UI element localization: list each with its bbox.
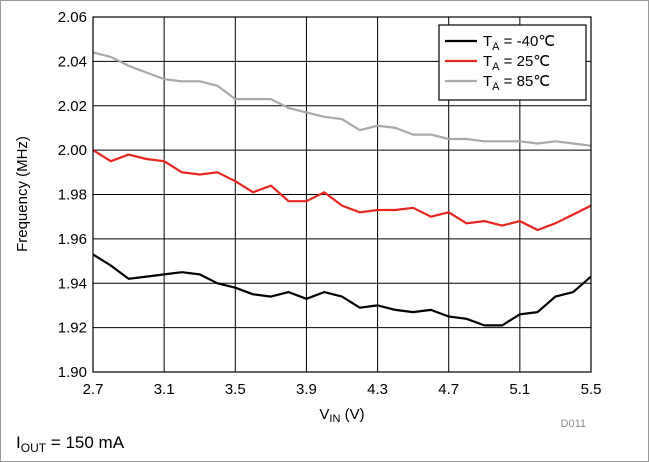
y-tick-label: 2.02	[58, 98, 87, 115]
x-axis-tick-labels: 2.7 3.1 3.5 3.9 4.3 4.7 5.1 5.5	[83, 381, 602, 398]
x-tick-label: 3.1	[154, 381, 175, 398]
x-tick-label: 3.5	[225, 381, 246, 398]
y-tick-label: 1.94	[58, 275, 87, 292]
x-tick-label: 4.3	[367, 381, 388, 398]
x-tick-label: 5.1	[509, 381, 530, 398]
x-tick-label: 5.5	[581, 381, 602, 398]
series-line-2	[92, 149, 592, 232]
figure-id: D011	[561, 418, 586, 430]
y-axis-tick-labels: 1.90 1.92 1.94 1.96 1.98 2.00 2.02 2.04 2.06	[58, 9, 87, 381]
legend-box	[438, 24, 587, 101]
y-tick-label: 2.04	[58, 53, 87, 70]
x-tick-label: 2.7	[83, 381, 104, 398]
series-layer	[92, 51, 592, 327]
legend-label-3: TA = 85℃	[483, 73, 550, 93]
x-tick-label: 4.7	[438, 381, 459, 398]
plot-border	[92, 16, 592, 373]
y-tick-label: 1.92	[58, 320, 87, 337]
y-tick-label: 1.96	[58, 231, 87, 248]
y-axis-title: Frequency (MHz)	[14, 136, 31, 252]
legend: TA = -40℃TA = 25℃TA = 85℃	[438, 24, 587, 101]
x-axis-title: VIN (V)	[319, 406, 364, 425]
legend-label-2: TA = 25℃	[483, 53, 550, 73]
y-tick-label: 1.98	[58, 187, 87, 204]
y-tick-label: 2.00	[58, 142, 87, 159]
legend-label-1: TA = -40℃	[483, 33, 555, 53]
test-condition: IOUT = 150 mA	[16, 433, 125, 455]
y-tick-label: 1.90	[58, 364, 87, 381]
series-line-1	[92, 253, 592, 327]
x-tick-label: 3.9	[296, 381, 317, 398]
series-line-3	[92, 51, 592, 147]
y-tick-label: 2.06	[58, 9, 87, 26]
